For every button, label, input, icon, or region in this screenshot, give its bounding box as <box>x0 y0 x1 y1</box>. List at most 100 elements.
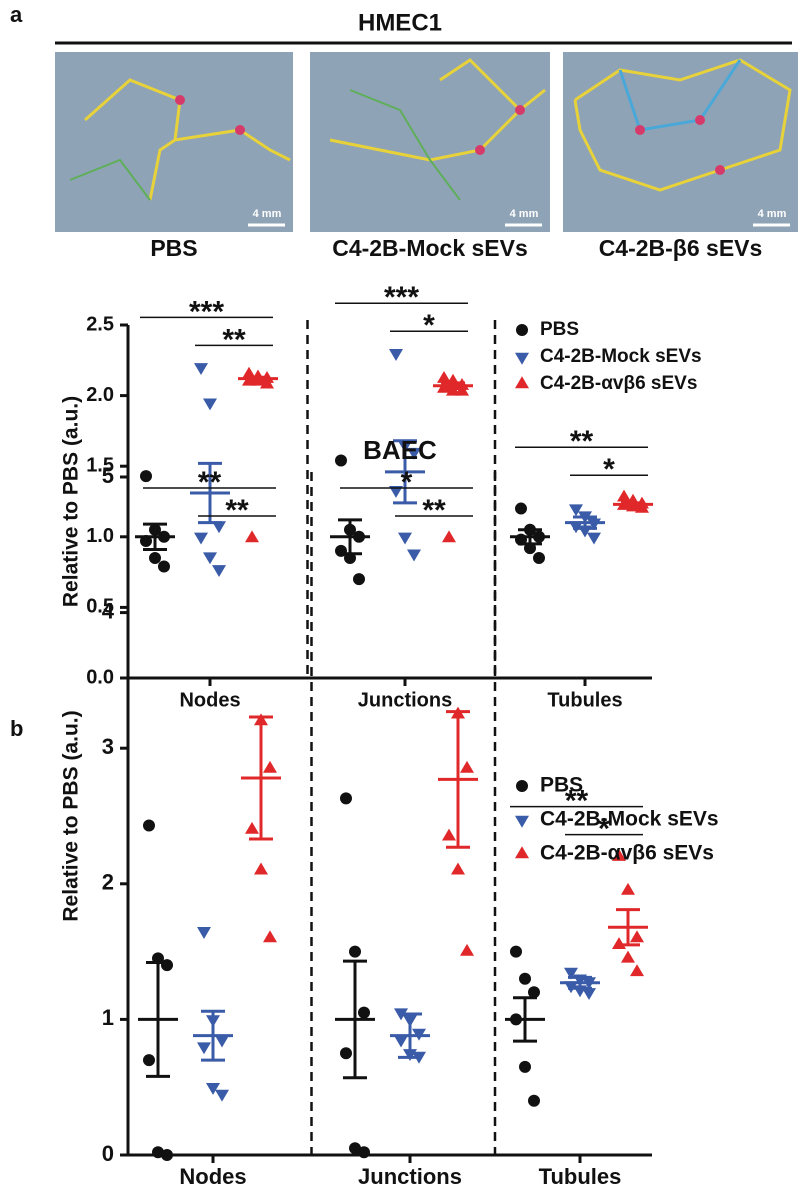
data-point <box>358 1146 370 1159</box>
data-point <box>394 1035 408 1048</box>
data-point <box>519 1060 531 1073</box>
data-point <box>358 1006 370 1019</box>
data-point <box>260 376 274 389</box>
significance-label: *** <box>384 281 419 314</box>
data-point <box>245 530 259 543</box>
y-tick-label: 2 <box>102 870 114 895</box>
data-point <box>621 882 635 895</box>
data-point <box>212 521 226 534</box>
legend-marker <box>516 324 528 336</box>
data-point <box>353 573 365 586</box>
data-point <box>612 937 626 950</box>
data-point <box>152 1146 164 1159</box>
data-point <box>340 1047 352 1060</box>
data-point <box>242 366 256 379</box>
data-point <box>335 454 347 467</box>
legend-label: PBS <box>540 774 583 797</box>
data-point <box>215 1035 229 1048</box>
data-point <box>587 532 601 545</box>
data-point <box>194 363 208 376</box>
data-point <box>161 1149 173 1161</box>
data-point <box>621 950 635 963</box>
data-point <box>442 530 456 543</box>
data-point <box>460 943 474 956</box>
data-point <box>564 967 578 980</box>
y-tick-label: 2.5 <box>86 313 114 335</box>
data-point <box>460 760 474 773</box>
data-point <box>215 1089 229 1102</box>
data-point <box>407 549 421 562</box>
x-tick-label: Nodes <box>179 689 240 711</box>
data-point <box>245 821 259 834</box>
data-point <box>451 862 465 875</box>
x-tick-label: Tubules <box>539 1164 622 1189</box>
legend-label: C4-2B-αvβ6 sEVs <box>540 842 714 865</box>
chart-title: BAEC <box>363 435 437 465</box>
data-point <box>630 964 644 977</box>
legend-marker <box>516 780 528 792</box>
y-tick-label: 4 <box>102 598 115 623</box>
x-tick-label: Tubules <box>547 689 622 711</box>
data-point <box>143 1054 155 1067</box>
y-tick-label: 2.0 <box>86 384 114 406</box>
significance-label: * <box>423 309 435 342</box>
panel-label: b <box>10 716 23 741</box>
data-point <box>143 819 155 832</box>
scale-bar-label: 4 mm <box>510 208 539 220</box>
data-point <box>197 1042 211 1055</box>
y-tick-label: 5 <box>102 463 114 488</box>
image-caption: PBS <box>150 235 197 261</box>
data-point <box>203 398 217 411</box>
data-point <box>528 1094 540 1107</box>
legend-label: C4-2B-Mock sEVs <box>540 346 702 367</box>
data-point <box>389 349 403 361</box>
legend-label: C4-2B-Mock sEVs <box>540 808 719 831</box>
y-axis-label: Relative to PBS (a.u.) <box>60 396 83 607</box>
header: HMEC1 <box>358 9 442 36</box>
data-point <box>407 447 421 460</box>
significance-label: ** <box>565 785 589 818</box>
image-caption: C4-2B-Mock sEVs <box>332 235 528 261</box>
data-point <box>194 532 208 545</box>
x-tick-label: Junctions <box>358 689 452 711</box>
data-point <box>569 504 583 517</box>
data-point <box>510 945 522 958</box>
significance-label: ** <box>222 323 246 356</box>
data-point <box>212 565 226 577</box>
data-point <box>389 486 403 498</box>
micrograph <box>563 52 798 232</box>
data-point <box>442 828 456 841</box>
legend-label: C4-2B-αvβ6 sEVs <box>540 373 697 394</box>
data-point <box>519 972 531 985</box>
legend-marker <box>515 352 529 365</box>
y-axis-label: Relative to PBS (a.u.) <box>60 710 83 921</box>
data-point <box>263 760 277 773</box>
data-point <box>349 1142 361 1155</box>
significance-label: * <box>603 453 615 486</box>
y-tick-label: 1.5 <box>86 454 114 476</box>
y-tick-label: 0 <box>102 1141 114 1166</box>
data-point <box>149 551 161 564</box>
data-point <box>263 930 277 943</box>
data-point <box>254 862 268 875</box>
data-point <box>340 792 352 805</box>
micrograph <box>55 52 293 232</box>
significance-label: *** <box>189 295 224 328</box>
data-point <box>437 370 451 383</box>
y-tick-label: 1 <box>102 1005 114 1030</box>
significance-label: ** <box>570 425 594 458</box>
data-point <box>158 560 170 573</box>
data-point <box>349 945 361 958</box>
legend-marker <box>515 815 529 828</box>
significance-label: ** <box>422 494 446 527</box>
scale-bar-label: 4 mm <box>758 208 787 220</box>
significance-label: ** <box>225 494 249 527</box>
y-tick-label: 0.5 <box>86 596 114 618</box>
y-tick-label: 1.0 <box>86 525 114 547</box>
data-point <box>630 930 644 943</box>
y-tick-label: 3 <box>102 734 114 759</box>
legend-label: PBS <box>540 319 579 340</box>
data-point <box>582 988 596 1000</box>
data-point <box>140 470 152 483</box>
